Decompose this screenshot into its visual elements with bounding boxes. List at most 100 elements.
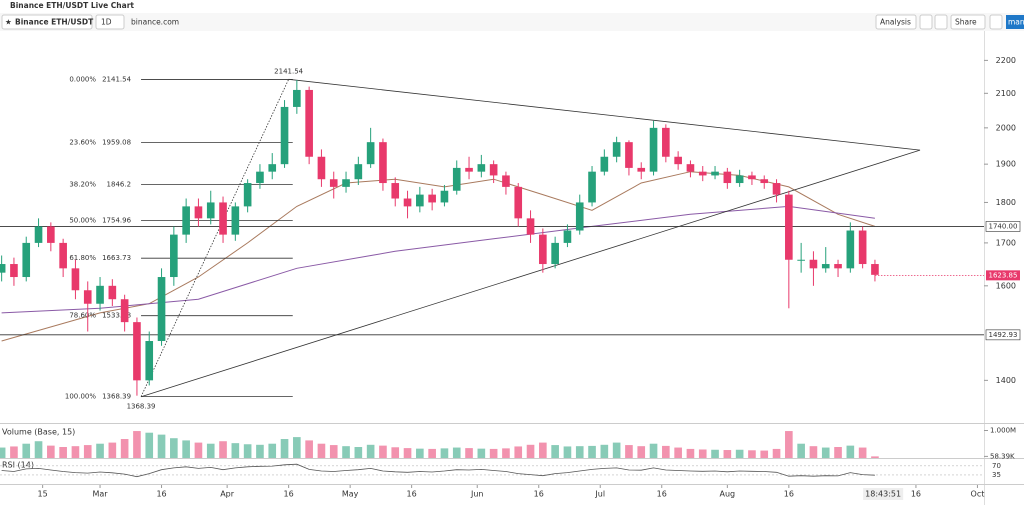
fib-percent: 50.00% — [69, 216, 96, 224]
x-tick-label: 16 — [534, 490, 544, 499]
candle-body — [96, 285, 104, 304]
volume-bar — [416, 448, 424, 458]
candle-body — [366, 142, 375, 165]
candle-body — [182, 206, 190, 235]
volume-bar — [575, 446, 584, 458]
user[interactable]: man — [1008, 18, 1024, 27]
volume-bar — [612, 442, 621, 458]
fib-price: 2141.54 — [102, 75, 131, 83]
analysis-button[interactable] — [875, 14, 917, 30]
interval[interactable]: 1D — [101, 18, 112, 27]
volume-bar — [83, 445, 92, 458]
candle-body — [735, 175, 744, 184]
candle-body — [698, 171, 707, 176]
x-tick-label: Mar — [92, 490, 108, 499]
x-tick-label: 16 — [284, 490, 294, 499]
user-button[interactable] — [1006, 15, 1024, 29]
x-tick-label: Jul — [594, 490, 605, 499]
volume-bar — [821, 447, 830, 458]
x-tick-label: Aug — [720, 490, 736, 499]
candle-body — [243, 183, 252, 207]
candle-body — [760, 179, 769, 184]
volume-bar — [637, 446, 646, 458]
volume-bar — [526, 444, 535, 458]
candle-body — [785, 194, 793, 260]
volume-bar — [22, 443, 31, 458]
fib-price: 1368.39 — [102, 393, 131, 401]
volume-bar — [10, 446, 18, 458]
candle-body — [416, 194, 424, 207]
fib-price: 1959.08 — [102, 138, 131, 146]
countdown: 18:43:51 — [865, 490, 901, 499]
volume-bar — [711, 449, 719, 458]
volume-bar — [342, 446, 350, 458]
interval-box[interactable] — [95, 14, 125, 30]
share[interactable]: Share — [955, 18, 977, 27]
candle-body — [514, 186, 523, 219]
volume-bar — [723, 450, 732, 458]
volume-bar — [772, 448, 781, 458]
candle-body — [834, 264, 842, 269]
fib-percent: 78.60% — [69, 312, 96, 320]
volume-bar — [231, 443, 240, 458]
price-tag-box — [985, 221, 1021, 232]
volume-bar — [133, 431, 141, 458]
volume-bar — [735, 449, 744, 458]
rsi-tick-label: 35 — [992, 471, 1001, 479]
volume-bar — [305, 440, 313, 458]
candle-body — [625, 142, 633, 168]
volume-bar — [280, 439, 289, 458]
volume-bar — [662, 445, 670, 458]
star: ★ — [5, 18, 12, 27]
volume-bar — [674, 447, 682, 458]
candle-body — [649, 127, 658, 172]
volume-bar — [797, 443, 805, 458]
share-button[interactable] — [950, 14, 986, 30]
fib-percent: 61.80% — [69, 254, 96, 262]
candle-body — [317, 156, 326, 180]
price-tag: 1740.00 — [989, 222, 1018, 230]
volume-bar — [858, 447, 867, 458]
fullscreen-button[interactable] — [989, 14, 1003, 30]
candle-body — [293, 89, 301, 107]
volume-bar — [34, 441, 43, 458]
price-tag: 1492.93 — [989, 331, 1018, 339]
fib-percent: 0.000% — [69, 75, 96, 83]
volume-bar — [686, 448, 695, 458]
volume-bar — [539, 442, 547, 458]
candle-body — [575, 202, 584, 231]
x-tick-label: 16 — [911, 490, 921, 499]
candle-body — [821, 264, 830, 269]
volume-bar — [182, 440, 190, 458]
fib-percent: 23.60% — [69, 138, 96, 146]
candle-body — [403, 198, 412, 207]
fib-price: 1663.73 — [102, 254, 131, 262]
symbol[interactable]: Binance ETH/USDT — [15, 18, 94, 27]
x-tick-label: 16 — [156, 490, 166, 499]
candle-body — [133, 322, 141, 381]
volume-bar — [809, 446, 818, 458]
candle-body — [711, 171, 719, 176]
volume-bar — [403, 448, 412, 458]
symbol-box[interactable] — [1, 14, 93, 30]
volume-bar — [760, 450, 769, 458]
trendline — [140, 149, 921, 398]
fib-percent: 100.00% — [65, 393, 96, 401]
y-tick-label: 2000 — [996, 123, 1016, 132]
source: binance.com — [131, 18, 179, 27]
candle-body — [219, 202, 227, 235]
candle-body — [22, 242, 31, 278]
indicator-button[interactable] — [919, 14, 933, 30]
volume-bar — [551, 445, 559, 458]
volume-bar — [391, 447, 400, 458]
volume-bar — [514, 446, 523, 458]
candle-body — [71, 268, 80, 291]
volume-bar — [563, 446, 572, 458]
candle-body — [231, 206, 240, 235]
draw-button[interactable] — [934, 14, 948, 30]
volume-bar — [428, 448, 436, 458]
analysis[interactable]: Analysis — [880, 18, 911, 27]
volume-bar — [871, 456, 879, 458]
